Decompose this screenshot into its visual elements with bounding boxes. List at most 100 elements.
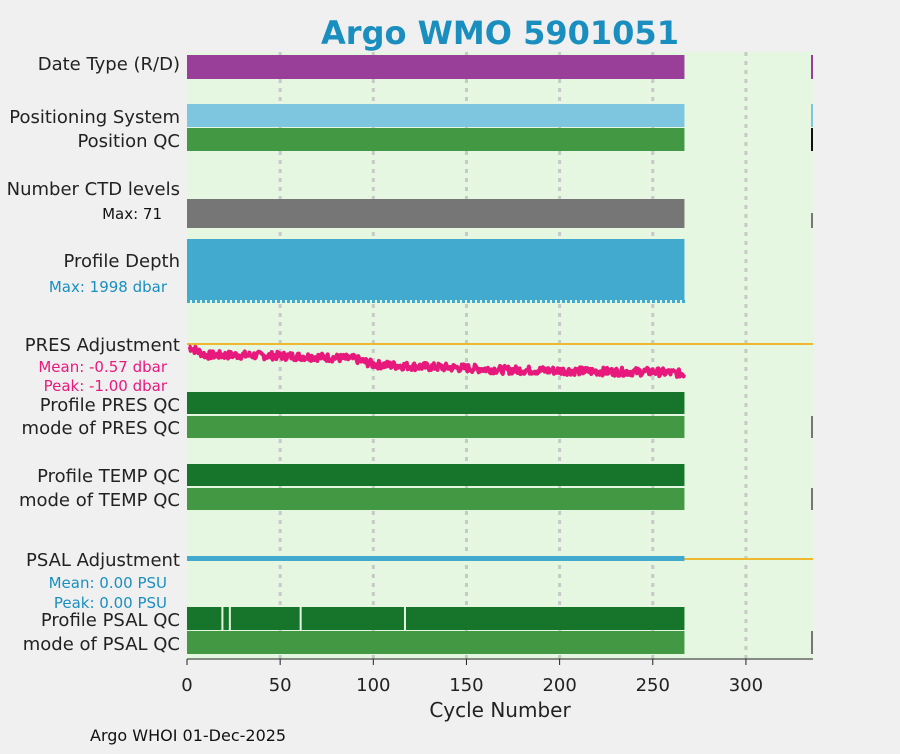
depth-tick — [327, 300, 330, 303]
depth-tick — [607, 300, 610, 303]
row-label-n-levels: Number CTD levels — [7, 179, 180, 200]
edge-mark — [811, 55, 813, 79]
depth-tick — [552, 300, 555, 303]
edge-mark — [811, 104, 813, 127]
depth-tick — [302, 300, 305, 303]
depth-tick — [652, 300, 655, 303]
depth-tick — [307, 300, 310, 303]
edge-mark — [811, 631, 813, 654]
row-label-date-type: Date Type (R/D) — [38, 54, 180, 75]
depth-tick — [472, 300, 475, 303]
depth-tick — [647, 300, 650, 303]
depth-tick — [642, 300, 645, 303]
depth-tick — [582, 300, 585, 303]
depth-tick — [627, 300, 630, 303]
depth-tick — [622, 300, 625, 303]
bar-pres-qc — [187, 392, 685, 414]
pres-adjustment-peak: Peak: -1.00 dbar — [44, 377, 168, 395]
depth-tick — [537, 300, 540, 303]
row-label-psal-adjustment: PSAL Adjustment — [26, 550, 180, 571]
depth-tick — [532, 300, 535, 303]
depth-tick — [277, 300, 280, 303]
depth-tick — [432, 300, 435, 303]
bar-temp-qc — [187, 464, 685, 486]
depth-tick — [232, 300, 235, 303]
edge-mark — [811, 128, 813, 151]
depth-tick — [522, 300, 525, 303]
bar-positioning-system — [187, 104, 685, 127]
depth-tick — [272, 300, 275, 303]
footer-text: Argo WHOI 01-Dec-2025 — [90, 726, 286, 745]
depth-tick — [197, 300, 200, 303]
depth-tick — [242, 300, 245, 303]
depth-tick — [187, 300, 190, 303]
n-levels-max: Max: 71 — [102, 205, 162, 223]
depth-tick — [497, 300, 500, 303]
profile-depth-max: Max: 1998 dbar — [49, 278, 168, 296]
edge-mark — [811, 488, 813, 510]
depth-tick — [442, 300, 445, 303]
row-label-psal-qc-mode: mode of PSAL QC — [23, 634, 180, 655]
depth-tick — [237, 300, 240, 303]
x-tick-label: 300 — [729, 675, 763, 696]
depth-tick — [542, 300, 545, 303]
depth-tick — [632, 300, 635, 303]
psal-adjustment-series — [187, 556, 685, 561]
depth-tick — [617, 300, 620, 303]
depth-tick — [387, 300, 390, 303]
depth-tick — [357, 300, 360, 303]
row-label-pres-adjustment: PRES Adjustment — [25, 335, 180, 356]
bar-pres-qc-mode — [187, 416, 685, 438]
edge-mark — [811, 213, 813, 228]
depth-tick — [477, 300, 480, 303]
bar-psal-qc-mode — [187, 631, 685, 654]
depth-tick — [392, 300, 395, 303]
depth-tick — [322, 300, 325, 303]
depth-tick — [597, 300, 600, 303]
depth-tick — [372, 300, 375, 303]
depth-tick — [457, 300, 460, 303]
depth-tick — [657, 300, 660, 303]
depth-tick — [332, 300, 335, 303]
depth-tick — [227, 300, 230, 303]
depth-tick — [292, 300, 295, 303]
row-label-positioning-system: Positioning System — [9, 107, 180, 128]
depth-tick — [362, 300, 365, 303]
depth-tick — [397, 300, 400, 303]
depth-tick — [282, 300, 285, 303]
bar-position-qc — [187, 128, 685, 151]
depth-tick — [517, 300, 520, 303]
pres-adjustment-mean: Mean: -0.57 dbar — [38, 358, 168, 376]
depth-tick — [352, 300, 355, 303]
depth-tick — [547, 300, 550, 303]
row-label-psal-qc: Profile PSAL QC — [41, 610, 180, 631]
depth-tick — [252, 300, 255, 303]
depth-tick — [312, 300, 315, 303]
depth-tick — [577, 300, 580, 303]
x-tick-label: 50 — [269, 675, 292, 696]
depth-tick — [347, 300, 350, 303]
bar-temp-qc-mode — [187, 488, 685, 510]
depth-tick — [417, 300, 420, 303]
edge-mark — [811, 416, 813, 438]
depth-tick — [412, 300, 415, 303]
depth-tick — [422, 300, 425, 303]
depth-tick — [562, 300, 565, 303]
psal-adjustment-peak: Peak: 0.00 PSU — [54, 594, 167, 612]
depth-tick — [207, 300, 210, 303]
depth-tick — [427, 300, 430, 303]
depth-tick — [672, 300, 675, 303]
depth-tick — [202, 300, 205, 303]
row-label-pres-qc-mode: mode of PRES QC — [22, 418, 180, 439]
pres-adjustment-series — [187, 344, 687, 379]
depth-tick — [502, 300, 505, 303]
x-tick-label: 250 — [636, 675, 670, 696]
depth-tick — [257, 300, 260, 303]
depth-tick — [407, 300, 410, 303]
depth-tick — [217, 300, 220, 303]
bar-date-type — [187, 55, 685, 79]
depth-tick — [367, 300, 370, 303]
depth-tick — [267, 300, 270, 303]
x-tick-label: 0 — [181, 675, 192, 696]
